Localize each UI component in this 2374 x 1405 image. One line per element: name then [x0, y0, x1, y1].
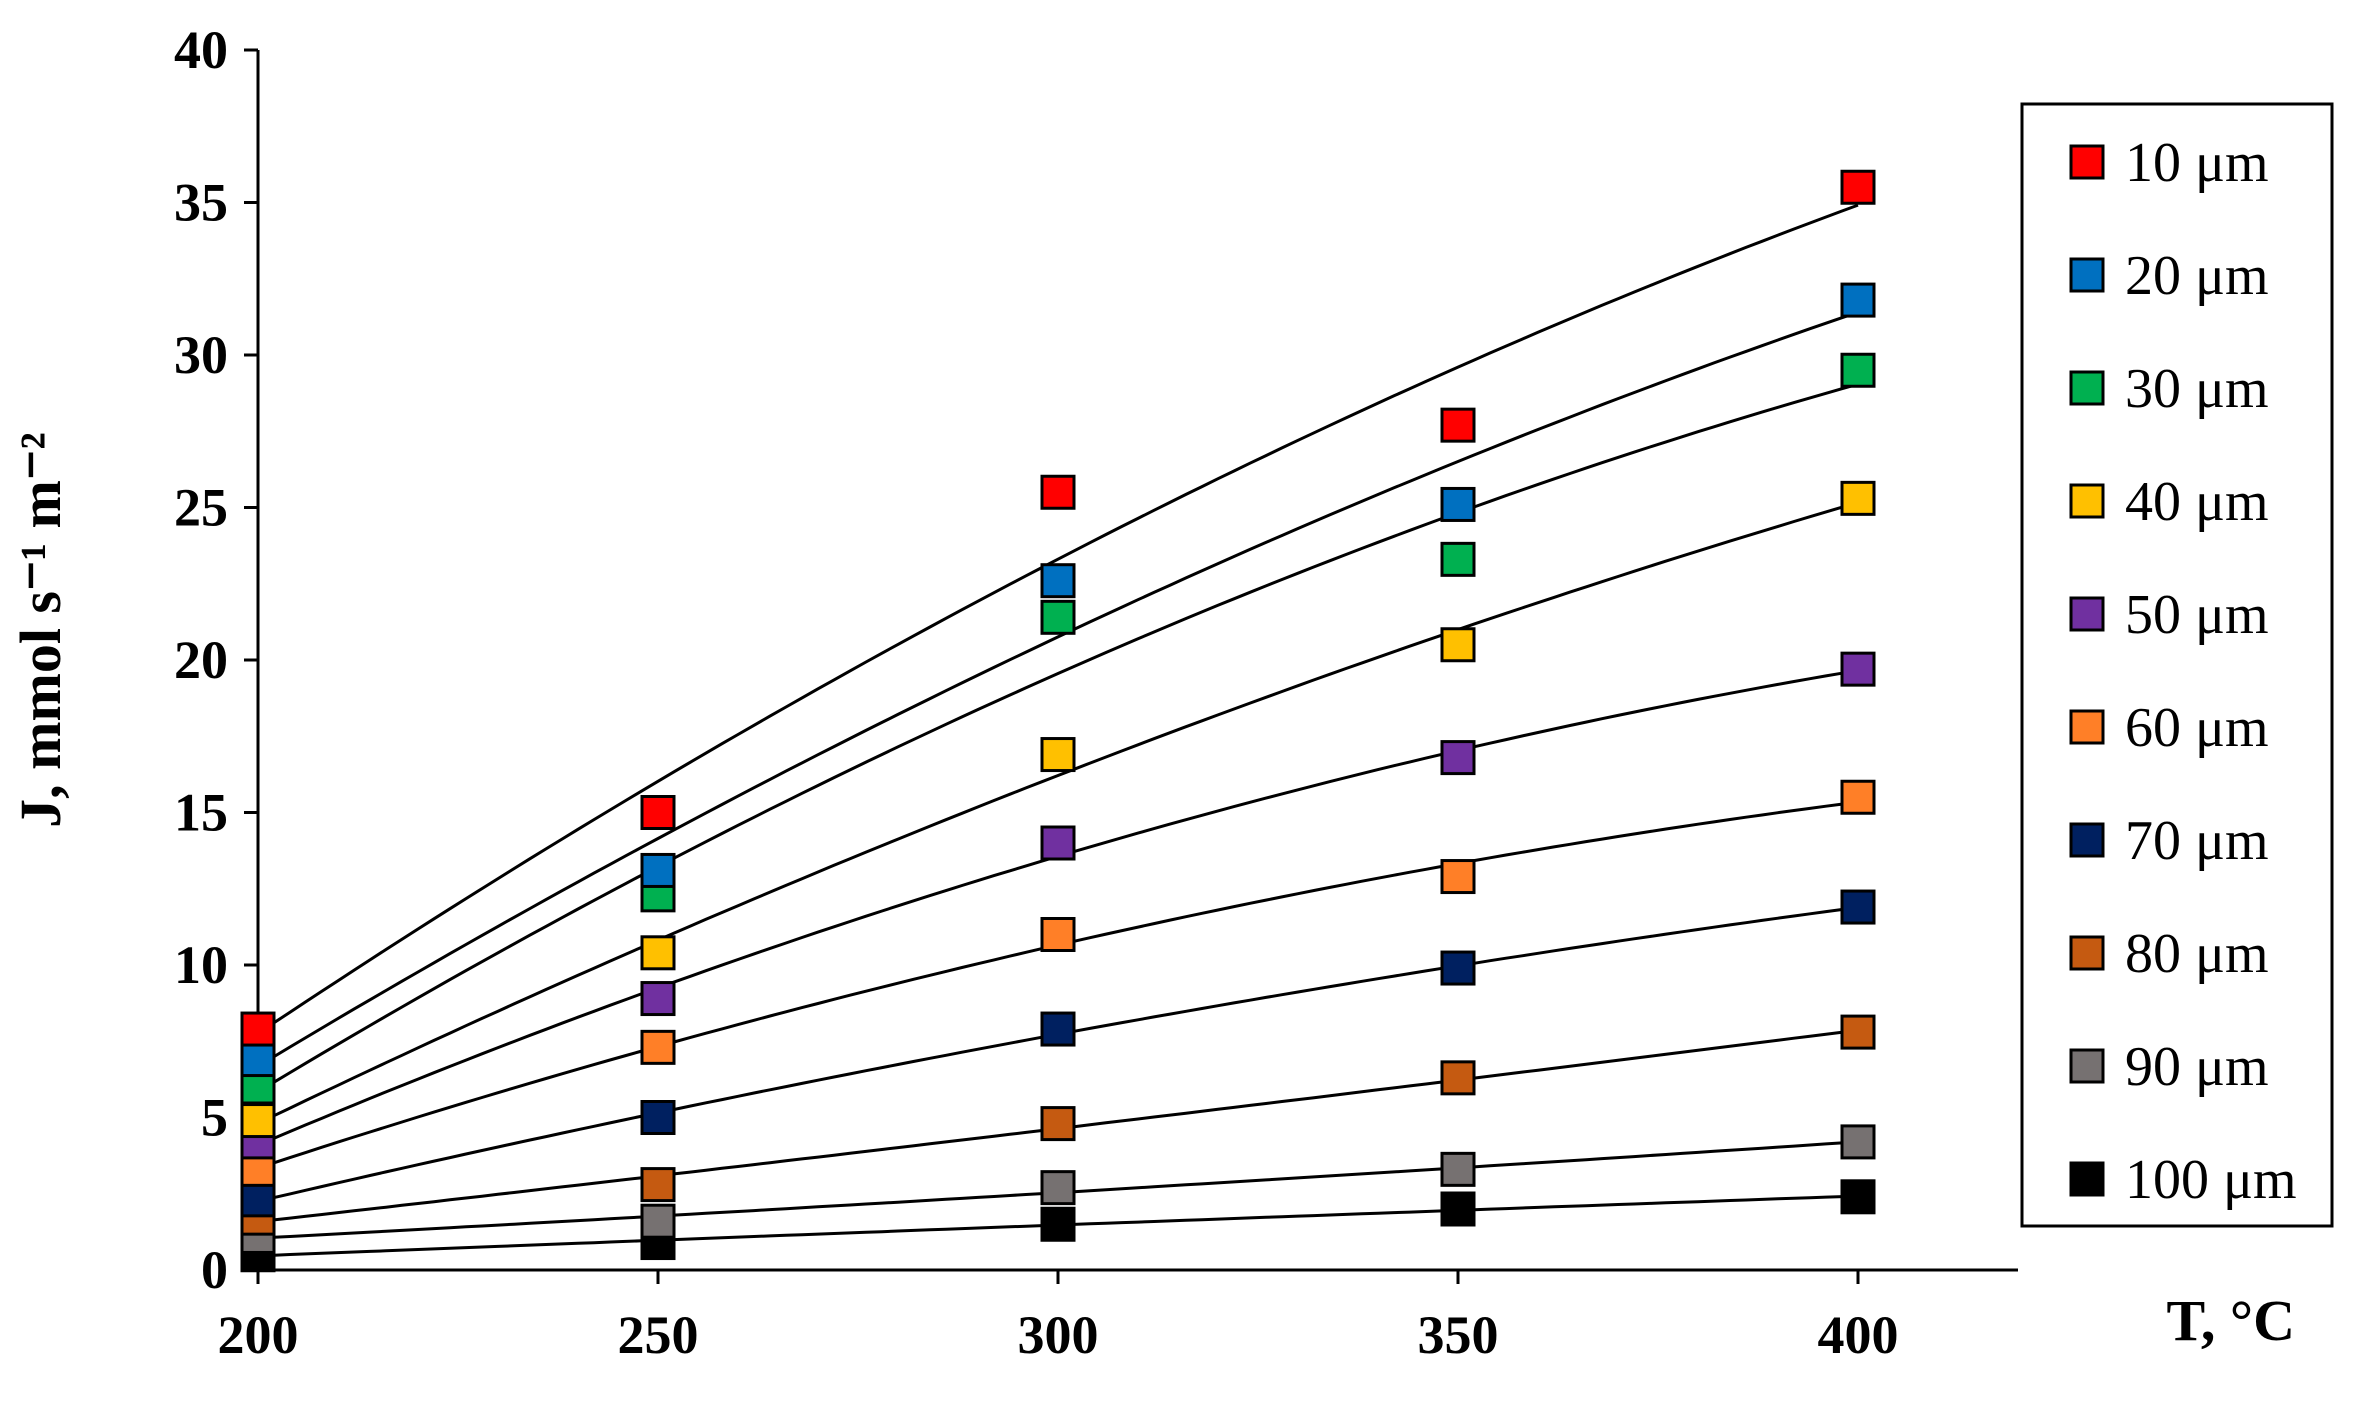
legend-label: 30 μm: [2125, 358, 2269, 420]
x-axis-title: T, °C: [2167, 1288, 2295, 1353]
legend-marker: [2069, 483, 2105, 519]
legend-label: 60 μm: [2125, 697, 2269, 759]
data-point: [1840, 282, 1876, 318]
data-point: [1040, 563, 1076, 599]
data-point: [1840, 169, 1876, 205]
data-point: [1440, 627, 1476, 663]
y-tick-label: 40: [174, 20, 228, 80]
trend-line: [257, 500, 1859, 1125]
legend-label: 70 μm: [2125, 810, 2269, 872]
legend-marker: [2069, 822, 2105, 858]
data-point: [240, 1011, 276, 1047]
data-point: [1040, 599, 1076, 635]
x-tick-label: 250: [618, 1305, 699, 1365]
trend-lines: [257, 203, 1859, 1258]
x-tick-label: 350: [1418, 1305, 1499, 1365]
legend-marker: [2069, 935, 2105, 971]
legend-marker: [2069, 1161, 2105, 1197]
data-point: [1840, 1179, 1876, 1215]
legend-marker: [2069, 1048, 2105, 1084]
x-tick-label: 300: [1018, 1305, 1099, 1365]
legend-marker: [2069, 370, 2105, 406]
x-tick-label: 200: [218, 1305, 299, 1365]
data-point: [1440, 1191, 1476, 1227]
data-point: [640, 1029, 676, 1065]
data-point: [1440, 541, 1476, 577]
y-tick-label: 5: [201, 1088, 228, 1148]
data-point: [1040, 1106, 1076, 1142]
data-point: [1440, 859, 1476, 895]
data-point: [1840, 889, 1876, 925]
data-point: [640, 852, 676, 888]
data-point: [1440, 740, 1476, 776]
data-point: [640, 1203, 676, 1239]
legend: 10 μm 20 μm 30 μm 40 μm 50 μm 60 μm 70 μm 80 μm…: [2020, 102, 2334, 1228]
legend-marker: [2069, 144, 2105, 180]
data-point: [640, 981, 676, 1017]
data-point: [640, 795, 676, 830]
data-point: [1840, 352, 1876, 388]
legend-label: 20 μm: [2125, 245, 2269, 307]
legend-label: 100 μm: [2125, 1149, 2297, 1211]
data-point: [1840, 779, 1876, 815]
data-point: [640, 1167, 676, 1203]
data-point: [1040, 1170, 1076, 1206]
data-point: [1040, 917, 1076, 952]
data-point: [1040, 825, 1076, 861]
x-axis-ticks: 200 250 300 350 400: [218, 1270, 1899, 1365]
data-point: [240, 1103, 276, 1139]
y-tick-label: 15: [174, 783, 228, 843]
data-point: [240, 1182, 276, 1218]
data-markers: [240, 169, 1876, 1273]
legend-marker: [2069, 596, 2105, 632]
y-axis-ticks: 0 5 10 15 20 25 30 35 40: [174, 20, 258, 1300]
data-point: [1840, 651, 1876, 687]
trend-line: [257, 382, 1859, 1094]
data-point: [1840, 480, 1876, 516]
data-point: [1040, 1206, 1076, 1242]
data-point: [1040, 474, 1076, 510]
legend-label: 40 μm: [2125, 471, 2269, 533]
trend-line: [257, 310, 1859, 1068]
legend-items: 10 μm 20 μm 30 μm 40 μm 50 μm 60 μm 70 μm 80 μm…: [2069, 132, 2297, 1211]
y-tick-label: 30: [174, 325, 228, 385]
y-tick-label: 25: [174, 478, 228, 538]
legend-marker: [2069, 257, 2105, 293]
data-point: [1840, 1014, 1876, 1050]
y-axis-title: J, mmol s⁻¹ m⁻²: [8, 432, 73, 828]
data-point: [640, 935, 676, 971]
data-point: [1040, 1011, 1076, 1047]
trend-line: [257, 203, 1859, 1035]
x-tick-label: 400: [1818, 1305, 1899, 1365]
y-tick-label: 35: [174, 173, 228, 233]
data-point: [1440, 486, 1476, 522]
data-point: [640, 1100, 676, 1135]
legend-label: 10 μm: [2125, 132, 2269, 194]
data-point: [1440, 1060, 1476, 1096]
data-point: [1440, 407, 1476, 443]
data-point: [1040, 737, 1076, 773]
legend-label: 80 μm: [2125, 923, 2269, 985]
legend-label: 90 μm: [2125, 1036, 2269, 1098]
y-tick-label: 0: [201, 1240, 228, 1300]
data-point: [1440, 950, 1476, 986]
legend-label: 50 μm: [2125, 584, 2269, 646]
data-point: [1440, 1151, 1476, 1187]
data-point: [1840, 1124, 1876, 1160]
legend-marker: [2069, 709, 2105, 745]
data-point: [240, 1042, 276, 1078]
y-tick-label: 20: [174, 630, 228, 690]
y-tick-label: 10: [174, 935, 228, 995]
plot-area: 0 5 10 15 20 25 30 35 40 200 250 300 350 400: [174, 20, 2018, 1365]
